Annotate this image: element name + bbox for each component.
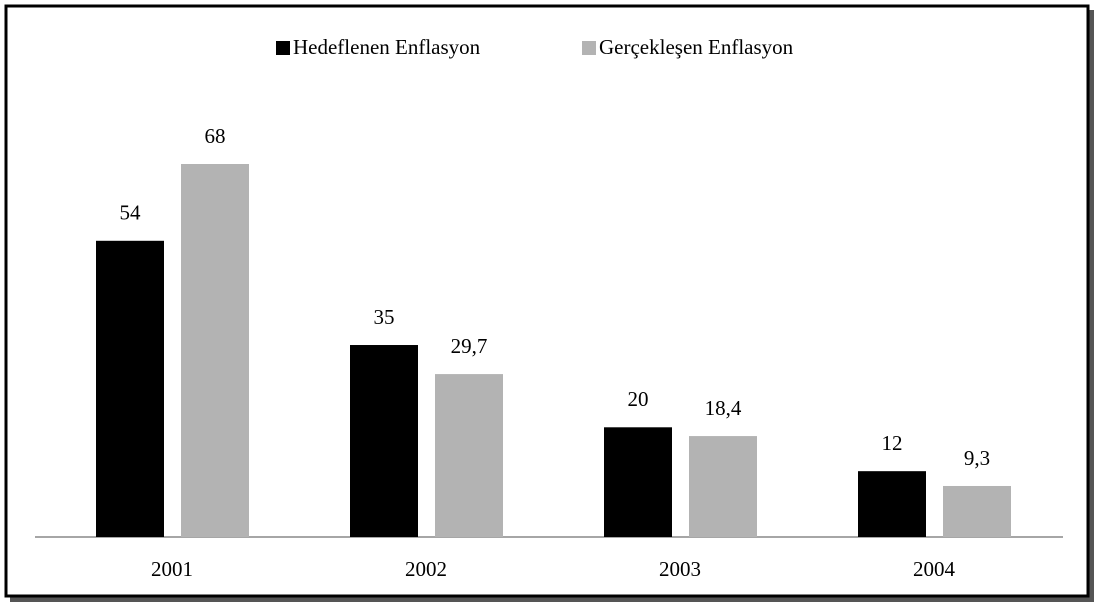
value-label: 12 [882,431,903,455]
value-label: 20 [628,387,649,411]
bar [181,164,249,537]
legend-swatch [276,41,290,55]
value-label: 54 [120,201,142,225]
value-label: 35 [374,305,395,329]
bar [858,471,926,537]
value-label: 18,4 [705,396,742,420]
bar [96,240,164,537]
value-label: 68 [205,124,226,148]
x-tick-label: 2002 [405,557,447,581]
legend-swatch [582,41,596,55]
bar [604,427,672,537]
x-tick-label: 2004 [913,557,956,581]
value-label: 9,3 [964,446,990,470]
value-label: 29,7 [451,334,488,358]
bar [435,374,503,537]
legend-label: Gerçekleşen Enflasyon [599,35,794,59]
bar [350,345,418,537]
bar [689,436,757,537]
legend-label: Hedeflenen Enflasyon [293,35,481,59]
x-tick-label: 2001 [151,557,193,581]
x-tick-label: 2003 [659,557,701,581]
bar [943,485,1011,537]
